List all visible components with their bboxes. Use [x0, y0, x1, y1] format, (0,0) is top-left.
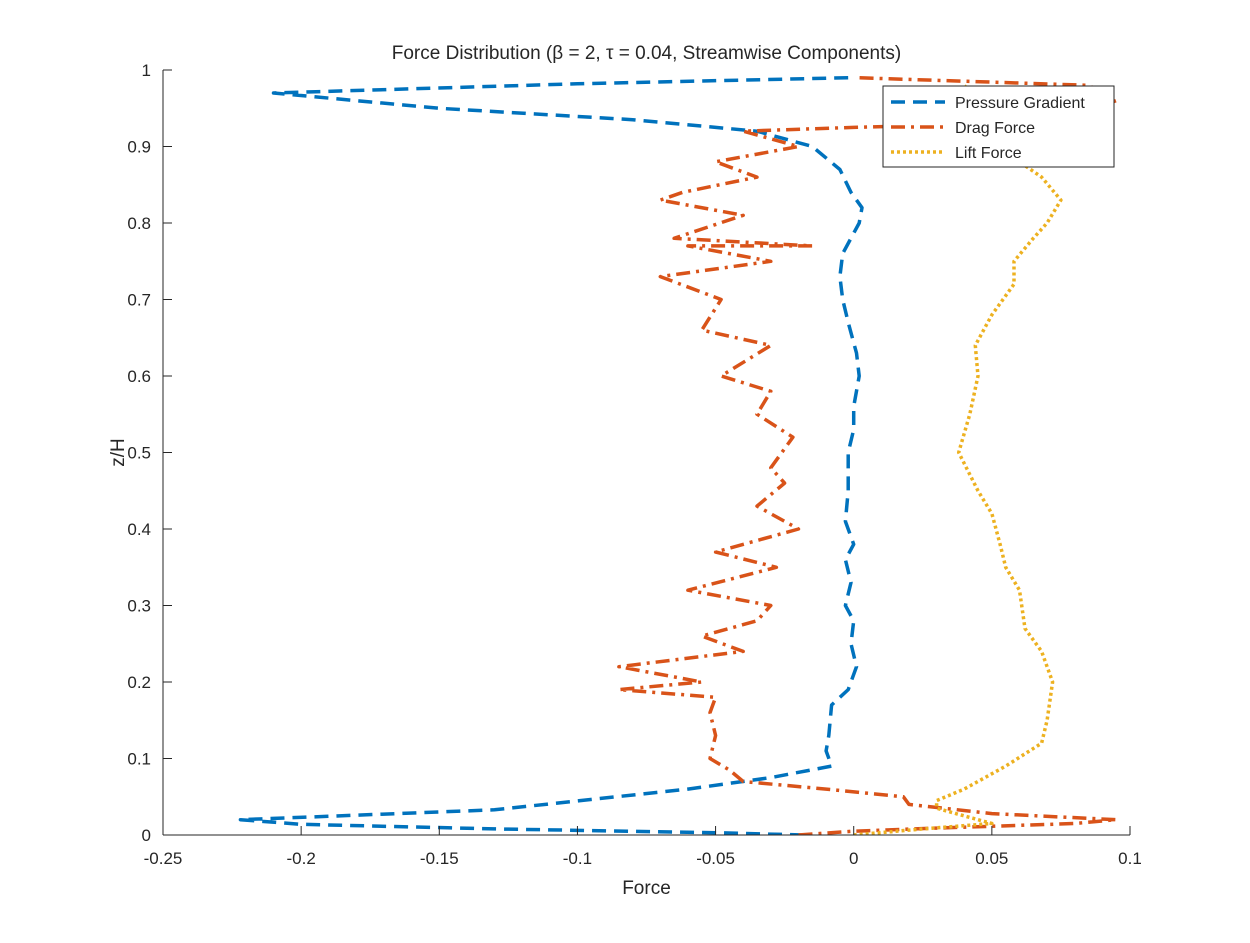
- legend-label-1: Drag Force: [955, 120, 1035, 137]
- y-tick-label: 0: [142, 826, 151, 845]
- y-tick-label: 0.8: [127, 214, 151, 233]
- axes-layer: -0.25 -0.2 -0.15 -0.1 -0.05 0 0.05 0.1 0 0.1 0.2 0.…: [127, 61, 1141, 868]
- x-tick-label: 0.1: [1118, 849, 1142, 868]
- y-tick-label: 0.5: [127, 444, 151, 463]
- series-line-2: [853, 84, 1063, 835]
- x-tick-label: -0.2: [286, 849, 315, 868]
- y-tick-label: 0.4: [127, 520, 151, 539]
- x-tick-label: -0.25: [144, 849, 183, 868]
- x-tick-label: -0.05: [696, 849, 735, 868]
- legend: Pressure Gradient Drag Force Lift Force: [882, 85, 1115, 168]
- x-tick-label: -0.1: [563, 849, 592, 868]
- legend-label-2: Lift Force: [955, 145, 1022, 162]
- legend-label-0: Pressure Gradient: [955, 95, 1085, 112]
- x-tick-label: -0.15: [420, 849, 459, 868]
- y-tick-label: 0.3: [127, 597, 151, 616]
- y-tick-label: 0.2: [127, 673, 151, 692]
- x-axis-title: Force: [622, 878, 671, 899]
- y-tick-label: 0.9: [127, 138, 151, 157]
- x-tick-label: 0: [849, 849, 858, 868]
- y-tick-label: 0.7: [127, 291, 151, 310]
- y-tick-label: 0.6: [127, 367, 151, 386]
- y-tick-label: 1: [142, 61, 151, 80]
- chart-title: Force Distribution (β = 2, τ = 0.04, Str…: [392, 43, 901, 64]
- y-axis-title: z/H: [108, 438, 129, 467]
- series-layer: [238, 75, 1118, 835]
- series-line-1: [617, 75, 1118, 835]
- y-tick-label: 0.1: [127, 750, 151, 769]
- x-tick-label: 0.05: [975, 849, 1008, 868]
- series-line-0: [238, 75, 864, 835]
